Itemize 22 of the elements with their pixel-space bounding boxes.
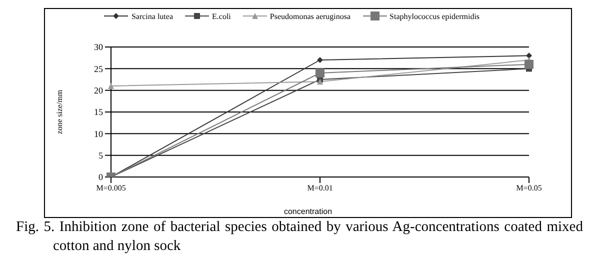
point (524, 60, 534, 69)
point (316, 68, 324, 78)
x-tick-label: M=0.05 (516, 184, 542, 193)
legend-label: Pseudomonas aeruginosa (270, 12, 351, 20)
y-tick-label: 20 (94, 86, 104, 96)
y-tick-label: 25 (94, 64, 104, 74)
point (317, 78, 323, 85)
legend-label: E.coli (212, 12, 231, 20)
caption: Fig. 5. Inhibition zone of bacterial species obtained by various Ag-concentrations coated mixed cotton and nylon sock (15, 218, 583, 256)
y-tick-label: 30 (94, 42, 104, 52)
y-axis-title: zone size/mm (54, 89, 64, 134)
legend-label: Staphylococcus epidermidis (390, 12, 480, 20)
y-tick-label: 0 (98, 172, 104, 182)
legend-label: Sarcina lutea (131, 12, 173, 20)
x-axis-title: concentration (282, 207, 334, 216)
x-tick-label: M=0.005 (96, 184, 126, 193)
point (108, 83, 114, 89)
y-tick-label: 10 (94, 128, 104, 139)
y-tick-label: 15 (94, 107, 104, 118)
x-tick-label: M=0.01 (307, 184, 333, 193)
point (317, 57, 323, 63)
y-tick-label: 5 (98, 150, 104, 161)
